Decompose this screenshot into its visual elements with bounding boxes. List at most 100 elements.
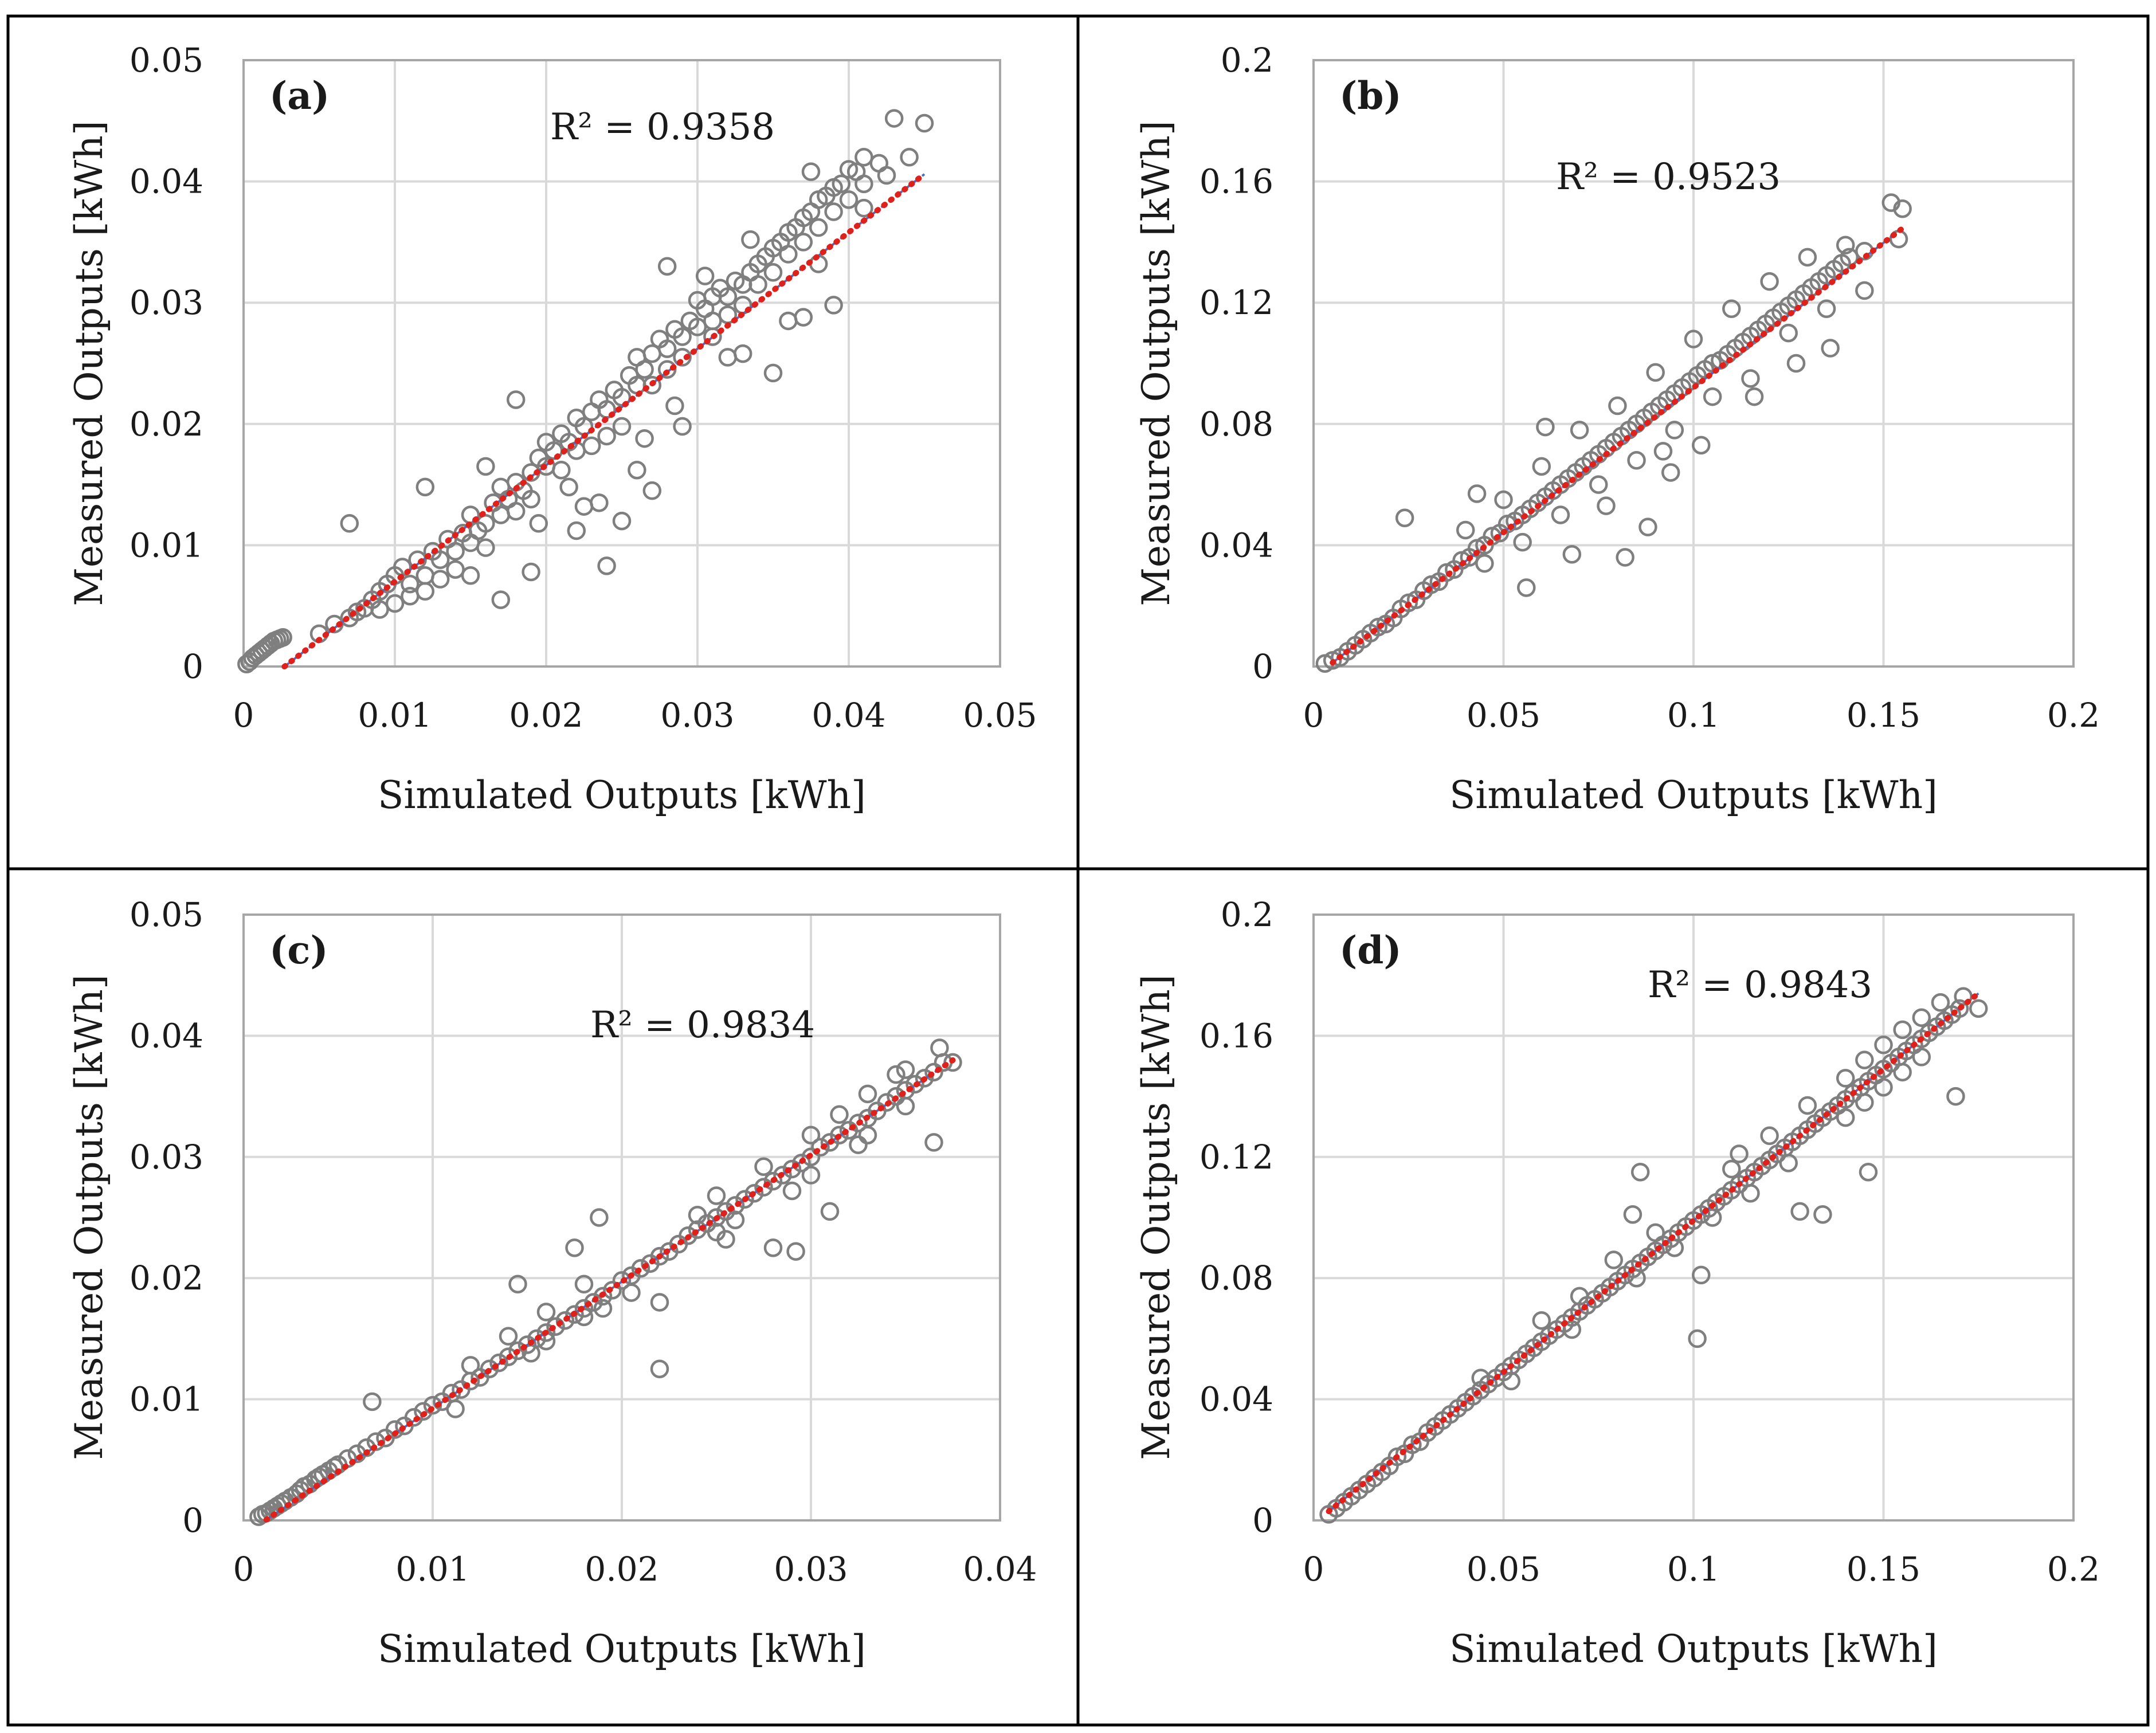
data-point bbox=[1597, 496, 1616, 515]
data-point bbox=[1562, 1320, 1582, 1339]
data-point bbox=[733, 344, 752, 363]
data-point bbox=[430, 570, 450, 589]
data-point bbox=[779, 245, 798, 264]
data-point bbox=[1760, 1126, 1779, 1146]
data-point bbox=[924, 1133, 943, 1152]
data-point bbox=[499, 1327, 518, 1346]
data-point bbox=[801, 1166, 821, 1185]
data-point bbox=[612, 417, 632, 436]
data-point bbox=[792, 1154, 811, 1173]
data-point bbox=[688, 1206, 707, 1225]
data-point bbox=[536, 1323, 556, 1342]
data-point bbox=[461, 1356, 480, 1375]
linear-trendline-dotted bbox=[281, 171, 927, 670]
data-point bbox=[782, 1181, 802, 1201]
data-point bbox=[924, 1062, 943, 1082]
data-point bbox=[707, 1208, 726, 1227]
data-point bbox=[415, 582, 435, 601]
data-point bbox=[1494, 490, 1513, 509]
data-point bbox=[1836, 236, 1855, 254]
data-point bbox=[896, 1060, 915, 1079]
data-point bbox=[1741, 1183, 1760, 1203]
data-point bbox=[1836, 1069, 1855, 1088]
x-tick-label: 0 bbox=[1303, 696, 1324, 735]
r-squared-label: R² = 0.9358 bbox=[550, 106, 775, 148]
data-point bbox=[1513, 532, 1532, 552]
data-point bbox=[1912, 1048, 1931, 1067]
data-point bbox=[476, 538, 495, 557]
data-point bbox=[744, 1183, 764, 1203]
data-point bbox=[408, 550, 427, 570]
data-point bbox=[782, 1159, 802, 1179]
y-axis-title: Measured Outputs [kWh] bbox=[67, 974, 111, 1460]
x-tick-label: 0 bbox=[233, 696, 254, 735]
x-tick-label: 0.02 bbox=[585, 1550, 658, 1589]
y-tick-label: 0 bbox=[1252, 1501, 1273, 1540]
data-point bbox=[628, 460, 646, 480]
data-point bbox=[703, 327, 722, 346]
data-point bbox=[1786, 354, 1806, 373]
data-point bbox=[582, 436, 601, 456]
data-point bbox=[1532, 1311, 1551, 1330]
data-point bbox=[1817, 299, 1836, 319]
data-point bbox=[858, 1126, 877, 1144]
data-point bbox=[1653, 442, 1673, 461]
data-point bbox=[830, 1126, 849, 1144]
data-point bbox=[887, 1087, 905, 1106]
data-point bbox=[612, 511, 632, 531]
linear-trendline-dotted bbox=[1326, 990, 1982, 1515]
data-point bbox=[1730, 1144, 1749, 1163]
data-point bbox=[1760, 272, 1779, 291]
x-tick-label: 0.02 bbox=[509, 696, 583, 735]
plot-area-border bbox=[1312, 59, 2075, 668]
x-tick-label: 0.1 bbox=[1667, 696, 1720, 735]
data-point bbox=[1950, 999, 1969, 1018]
x-tick-label: 0.1 bbox=[1667, 1550, 1720, 1589]
data-point bbox=[650, 1246, 669, 1266]
data-point bbox=[1692, 1265, 1711, 1285]
data-point bbox=[536, 1303, 556, 1322]
data-point bbox=[370, 600, 389, 619]
data-point bbox=[1821, 339, 1840, 358]
data-point bbox=[529, 514, 548, 533]
data-point bbox=[839, 190, 859, 209]
data-point bbox=[642, 375, 662, 395]
r-squared-label: R² = 0.9523 bbox=[1556, 156, 1781, 198]
data-point bbox=[1395, 508, 1414, 528]
x-tick-label: 0.05 bbox=[963, 696, 1037, 735]
data-point bbox=[801, 162, 821, 181]
data-point bbox=[849, 1113, 868, 1132]
data-point bbox=[555, 1311, 575, 1330]
data-point bbox=[748, 275, 767, 294]
y-tick-label: 0.02 bbox=[130, 1258, 203, 1297]
data-point bbox=[1813, 1205, 1832, 1224]
data-point bbox=[1798, 1096, 1817, 1115]
panel-label: (d) bbox=[1339, 928, 1402, 973]
data-point bbox=[404, 1408, 424, 1427]
data-point bbox=[1661, 463, 1680, 482]
data-point bbox=[824, 296, 843, 315]
y-tick-label: 0.04 bbox=[1199, 526, 1273, 564]
data-point bbox=[1502, 1371, 1521, 1391]
r-squared-label: R² = 0.9843 bbox=[1648, 964, 1872, 1006]
data-point bbox=[1517, 578, 1536, 597]
data-point bbox=[1692, 436, 1711, 455]
panel-label: (a) bbox=[269, 73, 330, 118]
data-point bbox=[1946, 1087, 1965, 1106]
data-point bbox=[565, 1238, 584, 1257]
data-point bbox=[1646, 363, 1665, 382]
data-point bbox=[1703, 1208, 1722, 1227]
plot-area-border bbox=[1312, 913, 2075, 1522]
data-point bbox=[1627, 1268, 1646, 1288]
data-point bbox=[491, 505, 511, 524]
data-point bbox=[763, 1238, 783, 1257]
data-point bbox=[593, 1287, 613, 1306]
data-point bbox=[1532, 457, 1551, 476]
data-point bbox=[794, 308, 813, 327]
panel-label: (c) bbox=[269, 928, 328, 973]
data-point bbox=[446, 560, 465, 579]
scatter-panel-c: 0 0.01 0.02 0.03 0.04 0 0.01 0.02 0.03 0.04 0.05 Si… bbox=[67, 895, 1037, 1671]
y-tick-label: 0.08 bbox=[1199, 1258, 1273, 1297]
data-point bbox=[446, 542, 465, 561]
